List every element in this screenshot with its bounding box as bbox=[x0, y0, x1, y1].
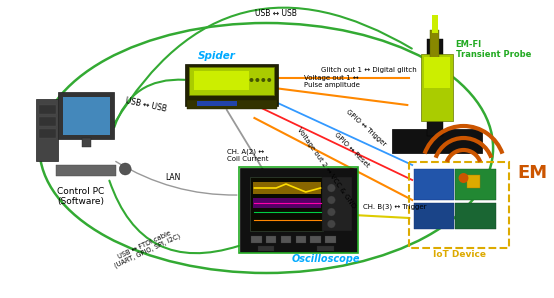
FancyBboxPatch shape bbox=[258, 246, 274, 251]
FancyBboxPatch shape bbox=[427, 39, 443, 136]
FancyBboxPatch shape bbox=[37, 99, 58, 161]
Text: CH. A(2) ↔
Coil Current: CH. A(2) ↔ Coil Current bbox=[227, 148, 268, 162]
Text: USB ↔ FTDI cable
(UART, GPIO, SPI, I2C): USB ↔ FTDI cable (UART, GPIO, SPI, I2C) bbox=[110, 226, 182, 269]
FancyBboxPatch shape bbox=[240, 168, 357, 252]
FancyBboxPatch shape bbox=[83, 137, 91, 147]
Text: Voltage out 2 ↔ VCC & GND: Voltage out 2 ↔ VCC & GND bbox=[296, 127, 356, 209]
FancyBboxPatch shape bbox=[63, 97, 110, 134]
FancyBboxPatch shape bbox=[317, 246, 334, 251]
Circle shape bbox=[327, 196, 335, 204]
FancyBboxPatch shape bbox=[39, 117, 56, 125]
FancyBboxPatch shape bbox=[424, 57, 450, 88]
Circle shape bbox=[459, 173, 469, 183]
FancyBboxPatch shape bbox=[467, 175, 480, 187]
FancyBboxPatch shape bbox=[455, 168, 496, 199]
FancyBboxPatch shape bbox=[392, 129, 482, 153]
FancyBboxPatch shape bbox=[455, 203, 496, 229]
FancyBboxPatch shape bbox=[421, 54, 453, 121]
FancyBboxPatch shape bbox=[250, 177, 324, 231]
Text: USB ↔ USB: USB ↔ USB bbox=[255, 10, 297, 18]
Text: Oscilloscope: Oscilloscope bbox=[291, 254, 360, 264]
FancyBboxPatch shape bbox=[187, 100, 276, 108]
Circle shape bbox=[327, 220, 335, 228]
Text: IoT Device: IoT Device bbox=[433, 250, 486, 259]
FancyBboxPatch shape bbox=[322, 177, 352, 231]
Text: GPIO ↔ Reset: GPIO ↔ Reset bbox=[334, 131, 371, 169]
FancyBboxPatch shape bbox=[56, 164, 116, 176]
FancyBboxPatch shape bbox=[253, 182, 321, 194]
FancyBboxPatch shape bbox=[296, 236, 306, 243]
Text: Glitch out 1 ↔ Digital glitch: Glitch out 1 ↔ Digital glitch bbox=[321, 67, 416, 73]
FancyBboxPatch shape bbox=[432, 15, 438, 33]
Text: Control PC
(Software): Control PC (Software) bbox=[57, 187, 105, 207]
Circle shape bbox=[327, 184, 335, 192]
Text: GPIO ↔ Trigger: GPIO ↔ Trigger bbox=[345, 109, 387, 148]
FancyBboxPatch shape bbox=[189, 67, 274, 95]
FancyBboxPatch shape bbox=[414, 203, 454, 229]
Circle shape bbox=[327, 208, 335, 216]
FancyBboxPatch shape bbox=[186, 64, 278, 106]
Text: EM: EM bbox=[518, 164, 548, 182]
FancyBboxPatch shape bbox=[253, 198, 321, 208]
FancyBboxPatch shape bbox=[39, 128, 56, 137]
Circle shape bbox=[119, 163, 131, 175]
Circle shape bbox=[261, 78, 265, 82]
Text: Spider: Spider bbox=[198, 51, 236, 61]
FancyBboxPatch shape bbox=[39, 105, 56, 114]
Text: Voltage out 1 ↔
Pulse amplitude: Voltage out 1 ↔ Pulse amplitude bbox=[304, 75, 360, 88]
Text: CH. B(3) ↔ Trigger: CH. B(3) ↔ Trigger bbox=[363, 204, 427, 210]
FancyBboxPatch shape bbox=[58, 92, 114, 139]
FancyBboxPatch shape bbox=[310, 236, 321, 243]
FancyBboxPatch shape bbox=[266, 236, 276, 243]
Text: EM-FI
Transient Probe: EM-FI Transient Probe bbox=[455, 40, 531, 59]
Circle shape bbox=[255, 78, 259, 82]
FancyBboxPatch shape bbox=[194, 71, 249, 89]
Text: LAN: LAN bbox=[165, 173, 180, 182]
FancyBboxPatch shape bbox=[251, 236, 261, 243]
FancyBboxPatch shape bbox=[197, 101, 237, 106]
FancyBboxPatch shape bbox=[281, 236, 291, 243]
Circle shape bbox=[267, 78, 271, 82]
Text: USB ↔ USB: USB ↔ USB bbox=[125, 96, 167, 114]
FancyBboxPatch shape bbox=[430, 30, 439, 58]
FancyBboxPatch shape bbox=[414, 168, 454, 199]
FancyBboxPatch shape bbox=[325, 236, 336, 243]
Circle shape bbox=[249, 78, 253, 82]
